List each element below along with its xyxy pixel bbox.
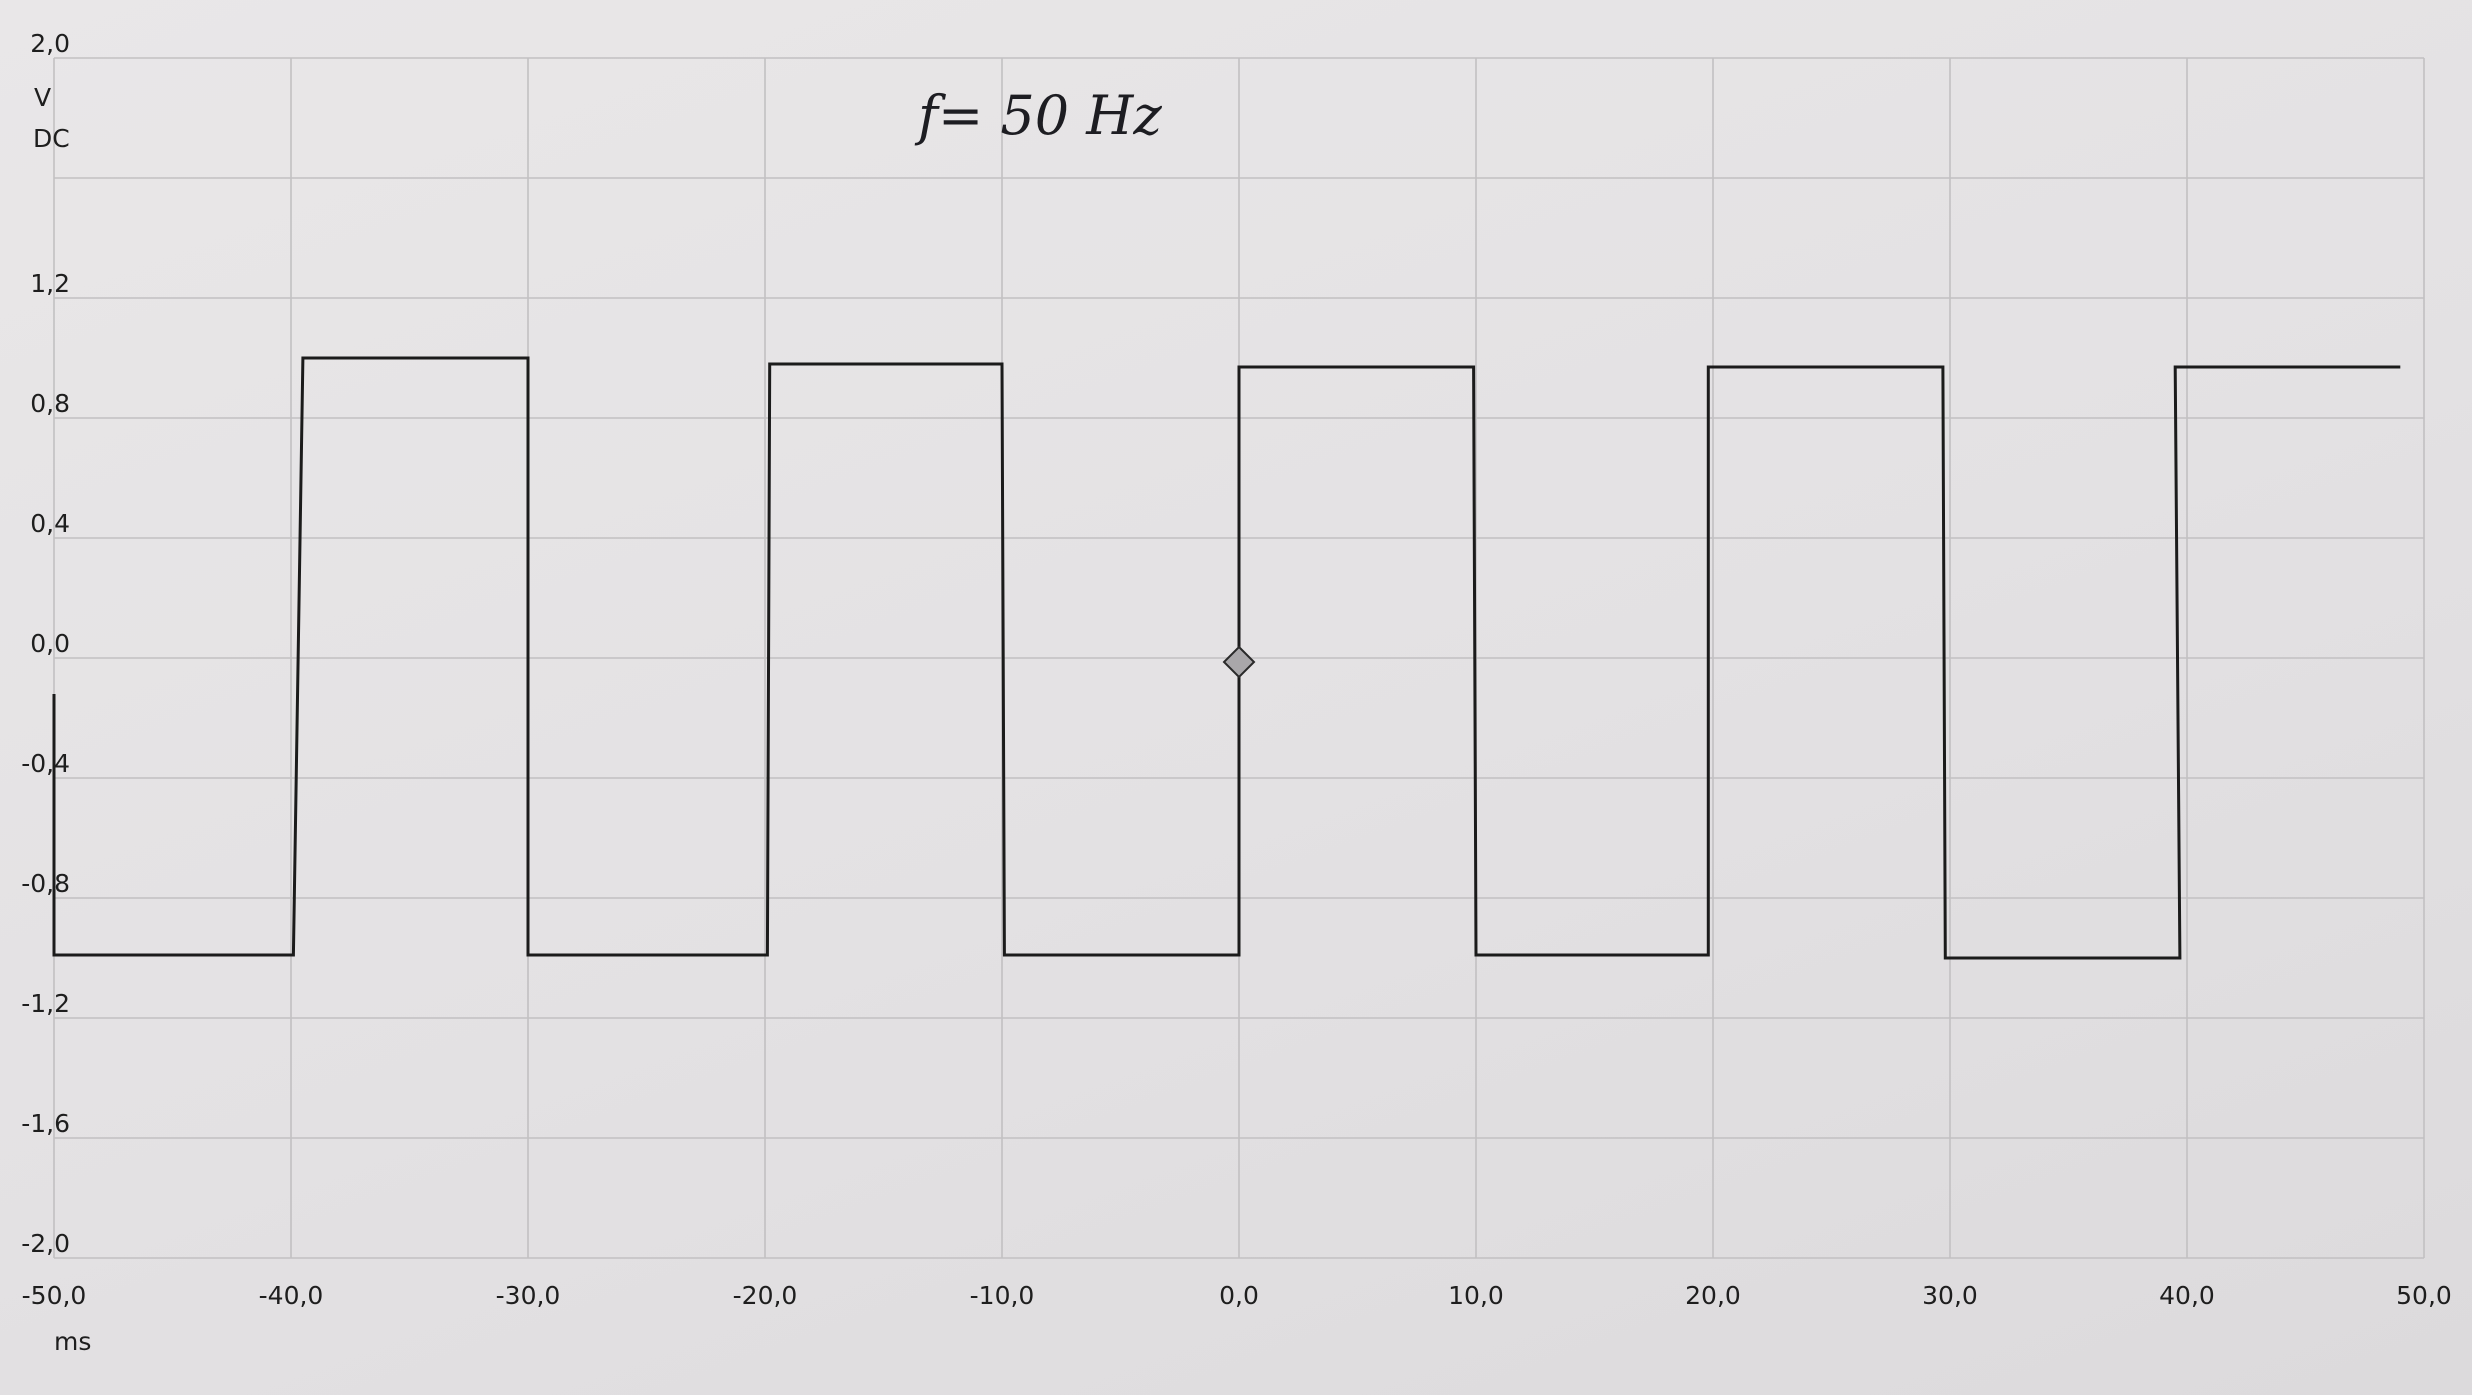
y-axis-mode-label: DC	[33, 124, 70, 153]
x-tick-label: -40,0	[259, 1281, 324, 1310]
x-tick-label: -30,0	[496, 1281, 561, 1310]
x-tick-label: 30,0	[1922, 1281, 1978, 1310]
y-tick-label: -0,4	[21, 749, 70, 778]
x-tick-label: -50,0	[22, 1281, 87, 1310]
y-tick-label: 0,4	[30, 509, 70, 538]
y-tick-label: 0,0	[30, 629, 70, 658]
x-tick-label: 10,0	[1448, 1281, 1504, 1310]
y-axis-ticks: 2,0 1,2 0,8 0,4 0,0 -0,4 -0,8 -1,2 -1,6 -2,0	[21, 29, 70, 1258]
x-tick-label: -10,0	[970, 1281, 1035, 1310]
frequency-annotation: f= 50 Hz	[914, 84, 1162, 147]
x-tick-label: 0,0	[1219, 1281, 1259, 1310]
x-tick-label: 40,0	[2159, 1281, 2215, 1310]
y-tick-label: -1,6	[21, 1109, 70, 1138]
y-tick-label: 1,2	[30, 269, 70, 298]
x-axis-unit-label: ms	[54, 1327, 91, 1356]
y-tick-label: 0,8	[30, 389, 70, 418]
trace-layer	[52, 356, 2401, 960]
trigger-marker[interactable]	[1222, 645, 1256, 679]
marker-layer	[1222, 645, 1256, 679]
y-tick-label: -2,0	[21, 1229, 70, 1258]
x-tick-label: 20,0	[1685, 1281, 1741, 1310]
x-tick-label: 50,0	[2396, 1281, 2452, 1310]
square-wave-trace	[52, 356, 2401, 960]
x-tick-label: -20,0	[733, 1281, 798, 1310]
y-tick-label: 2,0	[30, 29, 70, 58]
y-tick-label: -0,8	[21, 869, 70, 898]
y-tick-label: -1,2	[21, 989, 70, 1018]
x-axis-ticks: -50,0 -40,0 -30,0 -20,0 -10,0 0,0 10,0 20,0 30,0…	[22, 1281, 2452, 1310]
y-axis-unit-label: V	[34, 83, 51, 112]
